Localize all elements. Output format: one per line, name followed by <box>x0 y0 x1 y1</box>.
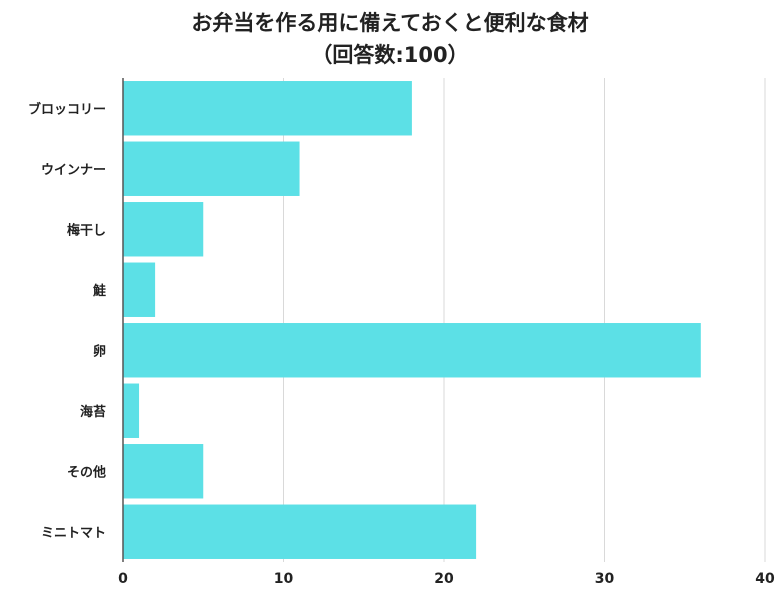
bar <box>123 141 300 196</box>
x-tick-label: 40 <box>755 571 775 585</box>
category-label: ブロッコリー <box>28 101 106 117</box>
category-label: ミニトマト <box>41 526 106 541</box>
chart-subtitle: （回答数:100） <box>311 43 468 67</box>
bar <box>123 504 477 559</box>
x-tick-label: 20 <box>434 571 454 585</box>
bar <box>123 323 701 378</box>
category-label: 梅干し <box>67 222 106 238</box>
bar <box>123 202 204 257</box>
x-tick-label: 0 <box>118 571 128 585</box>
x-tick-label: 30 <box>595 571 615 585</box>
category-label: ウインナー <box>41 163 106 178</box>
category-label: 鮭 <box>92 283 106 299</box>
x-tick-label: 10 <box>274 571 294 585</box>
x-tick-labels: 0 10 20 30 40 <box>118 571 775 587</box>
gridlines <box>283 78 766 562</box>
bar <box>123 444 204 499</box>
bar <box>123 262 156 317</box>
category-label: 海苔 <box>80 404 106 420</box>
category-label: その他 <box>67 464 106 480</box>
bar <box>123 383 140 438</box>
bar <box>123 81 412 136</box>
category-label: 卵 <box>93 343 106 359</box>
bars <box>123 81 701 559</box>
chart-title: お弁当を作る用に備えておくと便利な食材 <box>191 11 588 35</box>
